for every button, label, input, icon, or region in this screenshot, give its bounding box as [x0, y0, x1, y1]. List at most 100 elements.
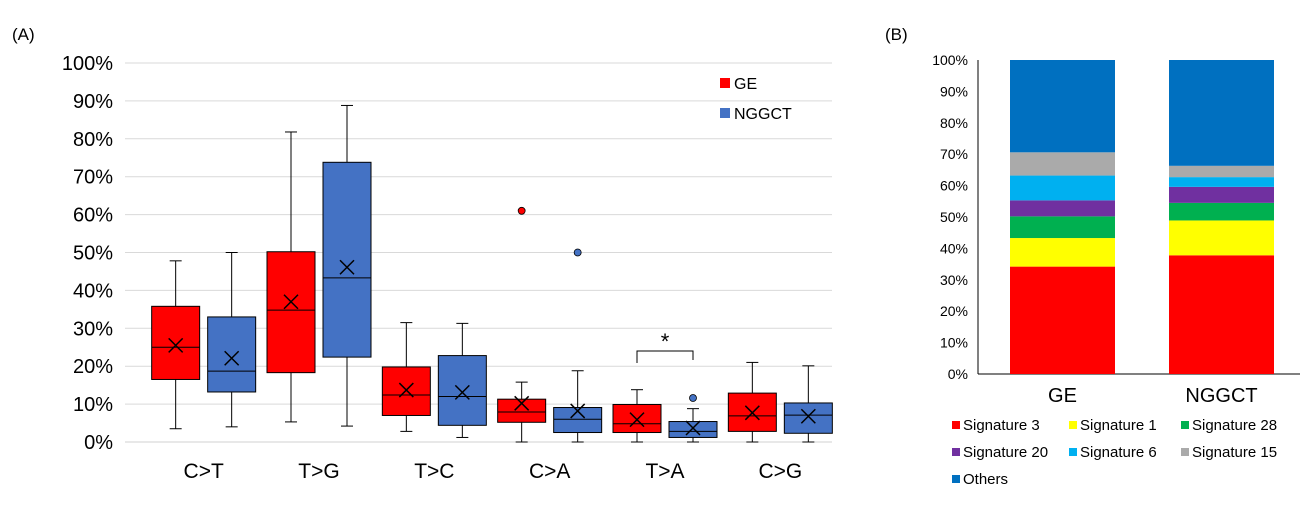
y-tick-label: 100%	[932, 52, 968, 68]
legend-swatch	[1181, 421, 1189, 429]
box-iqr	[381, 366, 431, 416]
boxplot-y-tick-labels: 0% 10% 20% 30% 40% 50% 60% 70% 80% 90% 100%	[62, 53, 113, 454]
y-tick-label: 50%	[940, 209, 968, 225]
y-tick-label: 70%	[940, 146, 968, 162]
boxplot-chart: 0% 10% 20% 30% 40% 50% 60% 70% 80% 90% 100% C>T T>G…	[62, 53, 833, 483]
y-tick-label: 20%	[73, 356, 113, 378]
y-tick-label: 60%	[73, 205, 113, 227]
legend-swatch-nggct	[720, 108, 730, 118]
box-ge-t-to-a	[612, 389, 662, 443]
y-tick-label: 90%	[73, 91, 113, 113]
bar-segment-ge-signature-1	[1010, 238, 1115, 267]
panel-b-label: (B)	[885, 25, 908, 44]
y-tick-label: 0%	[948, 366, 968, 382]
legend-swatch	[1181, 448, 1189, 456]
y-tick-label: 30%	[73, 318, 113, 340]
mean-marker	[800, 408, 816, 424]
x-tick-label: C>G	[758, 460, 802, 483]
legend-swatch-ge	[720, 78, 730, 88]
significance-star: *	[661, 329, 670, 354]
box-iqr	[612, 403, 662, 434]
y-tick-label: 10%	[940, 335, 968, 351]
stacked-bar-chart: 0% 10% 20% 30% 40% 50% 60% 70% 80% 90% 100% GE NGGC…	[932, 52, 1300, 488]
mean-marker	[629, 412, 645, 428]
legend-item-signature-3: Signature 3	[952, 417, 1040, 434]
legend-item-signature-28: Signature 28	[1181, 417, 1277, 434]
mean-marker	[570, 403, 586, 419]
box-iqr	[668, 421, 718, 438]
legend-swatch	[1069, 448, 1077, 456]
y-tick-label: 10%	[73, 394, 113, 416]
legend-label: Signature 28	[1192, 417, 1277, 434]
bar-segment-ge-signature-6	[1010, 175, 1115, 201]
y-tick-label: 70%	[73, 167, 113, 189]
box-iqr	[437, 355, 487, 426]
box-iqr	[266, 251, 316, 374]
stacked-y-tick-labels: 0% 10% 20% 30% 40% 50% 60% 70% 80% 90% 100%	[932, 52, 968, 382]
y-tick-label: 40%	[940, 240, 968, 256]
mean-marker	[398, 382, 414, 398]
y-tick-label: 40%	[73, 280, 113, 302]
bar-segment-ge-signature-20	[1010, 200, 1115, 217]
legend-label: Signature 1	[1080, 417, 1157, 434]
legend-item-signature-6: Signature 6	[1069, 444, 1157, 461]
legend-label: Signature 6	[1080, 444, 1157, 461]
outlier-point	[517, 206, 526, 215]
box-ge-c-to-a	[497, 206, 547, 443]
stacked-x-tick-labels: GE NGGCT	[1048, 385, 1258, 407]
bar-segment-nggct-signature-28	[1169, 202, 1274, 221]
bar-segment-ge-others	[1010, 60, 1115, 153]
mean-marker	[168, 337, 184, 353]
legend-label: Others	[963, 471, 1008, 488]
box-iqr	[207, 316, 257, 393]
legend-label-ge: GE	[734, 76, 757, 93]
box-nggct-t-to-c	[437, 322, 487, 438]
legend-swatch	[952, 421, 960, 429]
box-iqr	[151, 305, 201, 380]
panel-a-label: (A)	[12, 25, 35, 44]
y-tick-label: 90%	[940, 83, 968, 99]
box-ge-c-to-g	[727, 361, 777, 443]
y-tick-label: 100%	[62, 53, 113, 75]
x-tick-label: C>A	[529, 460, 570, 483]
bar-segment-nggct-signature-20	[1169, 186, 1274, 203]
box-iqr	[497, 398, 547, 423]
bar-segment-nggct-signature-1	[1169, 220, 1274, 256]
box-nggct-c-to-g	[783, 365, 833, 443]
boxplot-boxes	[151, 104, 833, 443]
box-ge-t-to-g	[266, 131, 316, 423]
box-nggct-c-to-a	[553, 248, 603, 443]
boxplot-legend: GE NGGCT	[720, 76, 792, 123]
legend-swatch	[1069, 421, 1077, 429]
boxplot-x-tick-labels: C>T T>G T>C C>A T>A C>G	[184, 460, 803, 483]
x-tick-label: GE	[1048, 385, 1077, 407]
legend-label: Signature 20	[963, 444, 1048, 461]
legend-label: Signature 15	[1192, 444, 1277, 461]
outlier-point	[689, 394, 697, 402]
box-iqr	[322, 161, 372, 358]
mean-marker	[744, 405, 760, 421]
box-iqr	[783, 402, 833, 434]
y-tick-label: 50%	[73, 243, 113, 265]
legend-item-signature-15: Signature 15	[1181, 444, 1277, 461]
mean-marker	[283, 294, 299, 310]
legend-swatch	[952, 475, 960, 483]
x-tick-label: T>G	[298, 460, 339, 483]
box-nggct-t-to-a	[668, 394, 718, 443]
outlier-point	[573, 248, 582, 257]
mean-marker	[339, 259, 355, 275]
x-tick-label: NGGCT	[1185, 385, 1257, 407]
x-tick-label: C>T	[184, 460, 224, 483]
y-tick-label: 20%	[940, 303, 968, 319]
y-tick-label: 80%	[940, 115, 968, 131]
mean-marker	[685, 420, 701, 436]
mean-marker	[514, 395, 530, 411]
y-tick-label: 60%	[940, 178, 968, 194]
significance-annotation: *	[636, 329, 694, 363]
legend-swatch	[952, 448, 960, 456]
box-ge-t-to-c	[381, 322, 431, 432]
y-tick-label: 0%	[84, 432, 113, 454]
box-nggct-t-to-g	[322, 104, 372, 427]
bar-segment-nggct-signature-6	[1169, 177, 1274, 187]
